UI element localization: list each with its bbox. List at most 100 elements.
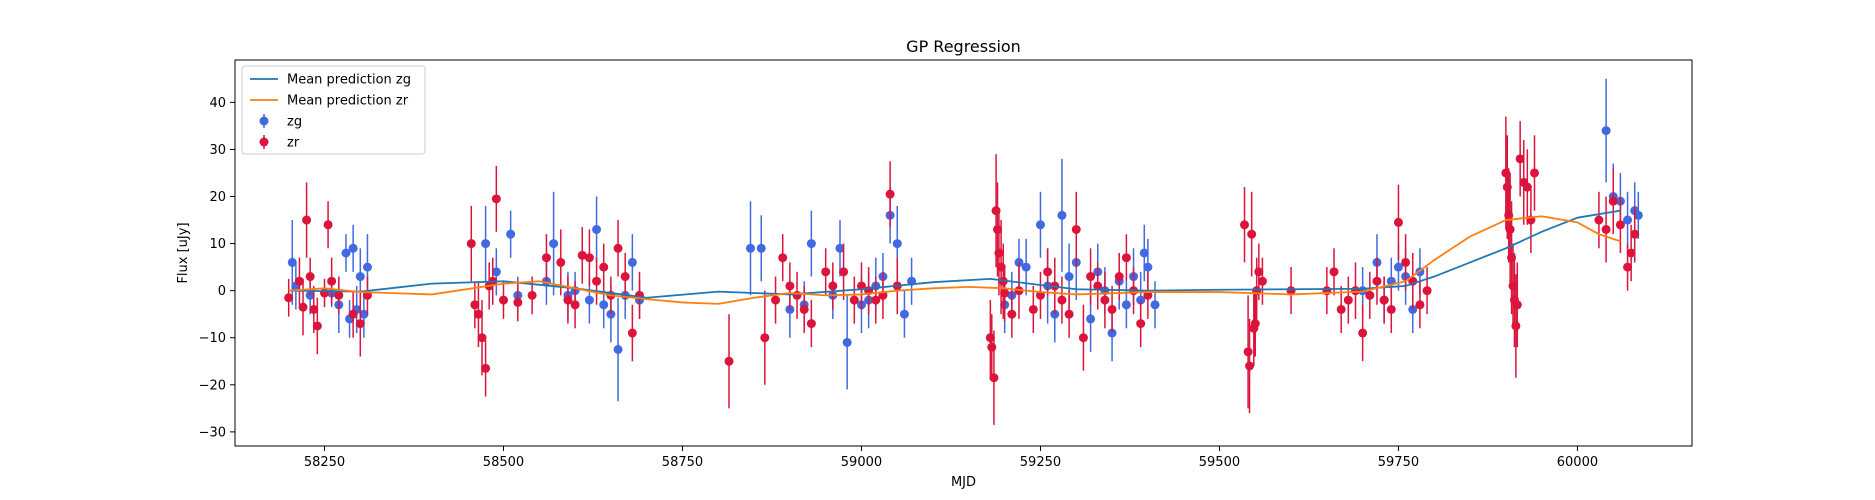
data-point-zr: [309, 305, 318, 314]
data-point-zg: [1086, 314, 1095, 323]
data-point-zr: [1337, 305, 1346, 314]
data-point-zr: [1108, 305, 1117, 314]
data-point-zg: [1022, 263, 1031, 272]
data-point-zr: [1594, 216, 1603, 225]
data-point-zg: [1143, 263, 1152, 272]
data-point-zg: [585, 296, 594, 305]
data-point-zr: [499, 296, 508, 305]
data-point-zr: [1072, 225, 1081, 234]
y-tick-label: 0: [218, 284, 226, 299]
data-point-zr: [1509, 281, 1518, 290]
data-point-zr: [284, 293, 293, 302]
data-point-zr: [1423, 286, 1432, 295]
data-point-zr: [513, 298, 522, 307]
data-point-zg: [356, 272, 365, 281]
data-point-zg: [599, 300, 608, 309]
y-tick-label: −30: [199, 425, 226, 440]
data-point-zg: [506, 230, 515, 239]
data-point-zr: [1258, 277, 1267, 286]
data-point-zg: [614, 345, 623, 354]
data-point-zr: [993, 225, 1002, 234]
data-point-zr: [306, 272, 315, 281]
data-point-zr: [850, 296, 859, 305]
x-axis-label: MJD: [951, 475, 976, 490]
data-point-zr: [621, 272, 630, 281]
data-point-zr: [1504, 211, 1513, 220]
data-point-zr: [478, 333, 487, 342]
data-point-zr: [989, 373, 998, 382]
data-point-zr: [313, 321, 322, 330]
data-point-zg: [481, 239, 490, 248]
data-point-zr: [327, 277, 336, 286]
y-tick-label: 10: [209, 237, 226, 252]
data-point-zr: [994, 249, 1003, 258]
data-point-zg: [349, 244, 358, 253]
y-tick-label: −20: [199, 378, 226, 393]
series-zg: [288, 79, 1643, 401]
data-point-zr: [1065, 310, 1074, 319]
data-point-zr: [1057, 296, 1066, 305]
data-point-zg: [893, 239, 902, 248]
data-point-zr: [1244, 347, 1253, 356]
data-point-zr: [1136, 319, 1145, 328]
data-point-zr: [1507, 253, 1516, 262]
data-point-zr: [1394, 218, 1403, 227]
legend: Mean prediction zgMean prediction zrzgzr: [242, 66, 425, 154]
legend-label: zg: [287, 115, 302, 130]
data-point-zr: [556, 258, 565, 267]
legend-marker-swatch: [260, 117, 269, 126]
data-point-zr: [492, 194, 501, 203]
x-tick-label: 59250: [1020, 455, 1061, 470]
data-point-zr: [599, 263, 608, 272]
legend-marker-swatch: [260, 138, 269, 147]
data-point-zr: [324, 220, 333, 229]
data-point-zr: [1029, 305, 1038, 314]
x-tick-label: 58500: [483, 455, 524, 470]
data-point-zr: [1079, 333, 1088, 342]
y-axis-ticks: −30 −20 −10 0 10 20 30 40: [199, 96, 235, 441]
data-point-zg: [628, 258, 637, 267]
data-point-zg: [1065, 272, 1074, 281]
data-point-zr: [1000, 289, 1009, 298]
data-point-zr: [1380, 296, 1389, 305]
y-tick-label: −10: [199, 331, 226, 346]
data-point-zr: [1247, 230, 1256, 239]
legend-label: Mean prediction zg: [287, 73, 411, 88]
data-point-zr: [474, 310, 483, 319]
data-point-zr: [785, 281, 794, 290]
data-point-zr: [725, 357, 734, 366]
data-point-zr: [1122, 253, 1131, 262]
data-point-zr: [467, 239, 476, 248]
data-point-zr: [828, 281, 837, 290]
x-tick-label: 59750: [1378, 455, 1419, 470]
data-point-zr: [1511, 321, 1520, 330]
data-point-zr: [1387, 305, 1396, 314]
y-axis-label: Flux [uJy]: [176, 222, 191, 283]
data-point-zg: [363, 263, 372, 272]
data-point-zr: [1007, 310, 1016, 319]
data-point-zr: [1501, 168, 1510, 177]
data-point-zr: [299, 303, 308, 312]
data-point-zr: [807, 319, 816, 328]
data-point-zr: [585, 253, 594, 262]
data-point-zr: [839, 267, 848, 276]
x-axis-ticks: 58250 58500 58750 59000 59250 59500 59750 60000: [304, 446, 1598, 470]
y-tick-label: 30: [209, 143, 226, 158]
data-point-zr: [1365, 291, 1374, 300]
y-tick-label: 20: [209, 190, 226, 205]
data-point-zr: [987, 343, 996, 352]
data-point-zr: [1627, 249, 1636, 258]
y-tick-label: 40: [209, 96, 226, 111]
data-point-zr: [1330, 267, 1339, 276]
x-tick-label: 59500: [1199, 455, 1240, 470]
data-point-zr: [771, 296, 780, 305]
data-point-zr: [821, 267, 830, 276]
data-point-zr: [1506, 225, 1515, 234]
data-point-zr: [800, 305, 809, 314]
data-point-zr: [302, 216, 311, 225]
data-point-zg: [900, 310, 909, 319]
data-point-zr: [760, 333, 769, 342]
data-point-zr: [1240, 220, 1249, 229]
data-point-zr: [1251, 319, 1260, 328]
